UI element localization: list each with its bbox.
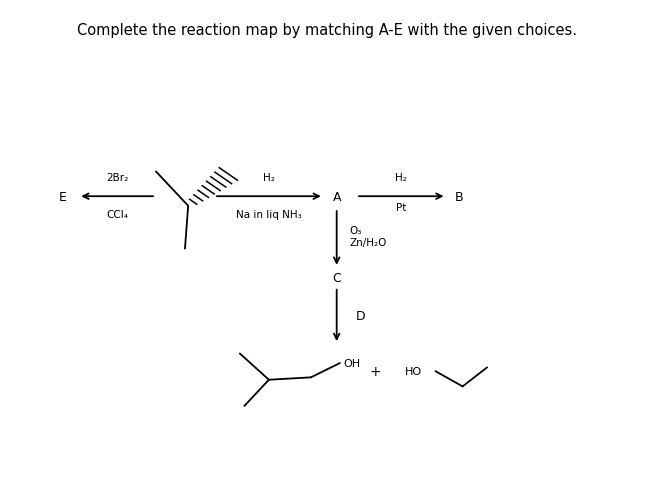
Text: O₃: O₃ <box>350 225 362 235</box>
Text: E: E <box>58 190 66 203</box>
Text: Zn/H₂O: Zn/H₂O <box>350 238 387 248</box>
Text: OH: OH <box>343 358 360 368</box>
Text: B: B <box>455 190 464 203</box>
Text: Na in liq NH₃: Na in liq NH₃ <box>236 210 301 219</box>
Text: H₂: H₂ <box>263 173 275 183</box>
Text: CCl₄: CCl₄ <box>106 210 128 219</box>
Text: H₂: H₂ <box>395 173 407 183</box>
Text: HO: HO <box>404 366 422 377</box>
Text: +: + <box>370 364 381 378</box>
Text: Pt: Pt <box>396 203 406 213</box>
Text: A: A <box>332 190 341 203</box>
Text: C: C <box>332 271 341 284</box>
Text: 2Br₂: 2Br₂ <box>106 173 128 183</box>
Text: Complete the reaction map by matching A-E with the given choices.: Complete the reaction map by matching A-… <box>77 23 577 38</box>
Text: D: D <box>356 309 366 322</box>
